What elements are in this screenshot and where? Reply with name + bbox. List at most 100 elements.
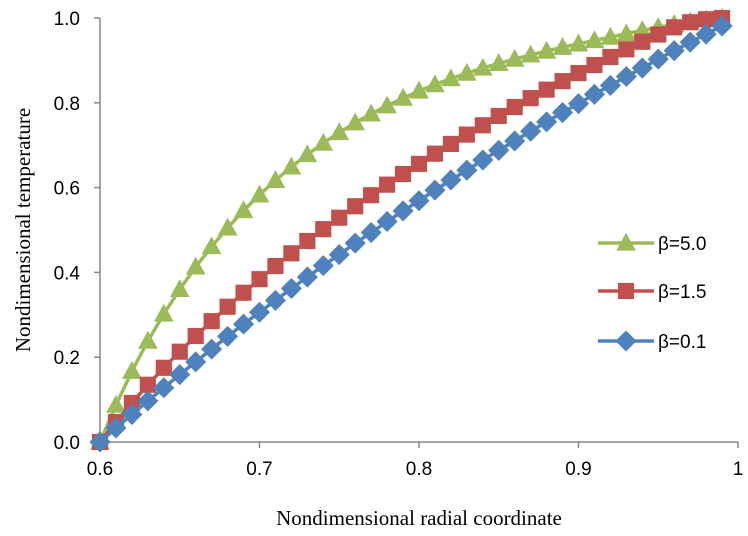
x-axis-title: Nondimensional radial coordinate [276,506,562,530]
series-layer [89,7,733,453]
data-point [280,277,302,300]
data-point [376,210,398,233]
data-point [568,33,589,52]
y-tick-label: 0.8 [54,94,80,115]
data-point [153,377,175,399]
data-point [201,236,222,255]
data-point [618,41,635,58]
data-point [440,169,462,191]
legend-marker [617,282,635,300]
data-point [249,184,270,203]
data-point [105,417,127,439]
data-point [363,187,380,204]
data-point [219,298,236,315]
data-point [441,68,461,87]
data-point [377,95,397,114]
data-point [602,48,619,66]
data-point [329,122,350,141]
data-point [139,376,156,393]
data-point [583,83,605,105]
data-point [233,313,255,335]
data-point [408,190,430,212]
data-point [474,117,491,134]
y-tick-label: 0.2 [54,348,80,369]
legend: β=5.0 β=1.5 β=0.1 [598,232,706,353]
x-tick-label: 0.9 [565,459,591,480]
data-point [456,62,477,81]
data-point [490,107,507,125]
data-point [393,87,413,106]
data-point [650,26,667,43]
data-point [647,48,669,70]
y-axis-title: Nondimensional temperature [11,108,35,352]
y-tick-label: 0.0 [54,433,80,454]
data-point [137,330,158,349]
data-point [682,14,699,31]
data-point [586,56,603,74]
data-point [169,279,190,298]
data-point [169,364,191,386]
data-point [536,40,557,59]
data-point [360,222,382,244]
y-tick-label: 1.0 [54,9,80,30]
data-point [379,176,396,193]
data-point [631,57,653,79]
data-point [123,394,140,412]
data-point [248,301,271,323]
data-point [106,394,126,413]
data-point [201,338,223,360]
data-point [504,48,525,67]
data-point [599,74,621,96]
data-point [552,102,574,124]
data-point [361,103,382,122]
data-point [634,33,651,50]
data-point [392,200,414,222]
data-point [410,155,428,172]
data-point [472,57,493,76]
data-point [679,31,701,53]
series-line [98,16,723,443]
data-point [203,313,220,330]
data-point [217,325,239,347]
data-point [554,73,571,90]
data-point [506,98,523,116]
data-point [265,170,286,189]
legend-label: β=1.5 [658,282,706,303]
data-point [122,360,142,379]
data-point [698,11,715,28]
legend-label: β=5.0 [658,234,706,255]
series-diamond [89,15,733,453]
data-point [536,111,558,133]
data-point [312,255,334,277]
data-point [394,165,412,183]
legend-marker [616,232,636,251]
legend-label: β=0.1 [658,332,706,353]
x-tick-label: 0.8 [406,459,432,480]
data-point [171,343,188,360]
data-point [409,80,429,99]
legend-marker [615,330,637,352]
data-point [567,93,590,115]
data-point [217,217,238,236]
data-point [155,359,172,376]
data-point [233,200,254,219]
y-axis-ticks: 0.0 0.2 0.4 0.6 0.8 1.0 [54,9,100,454]
data-point [331,209,348,226]
data-point [281,156,302,175]
data-point [296,266,318,288]
y-tick-label: 0.6 [54,179,80,200]
data-point [185,256,206,275]
series-line [98,24,723,444]
data-point [520,44,541,63]
data-point [456,159,478,181]
data-point [344,232,366,254]
data-point [570,65,587,82]
data-point [424,179,446,201]
legend-entry: β=0.1 [598,330,706,353]
data-point [328,244,350,266]
x-tick-label: 0.6 [87,459,113,480]
data-point [283,245,300,262]
data-point [137,390,159,412]
data-point [313,132,334,151]
